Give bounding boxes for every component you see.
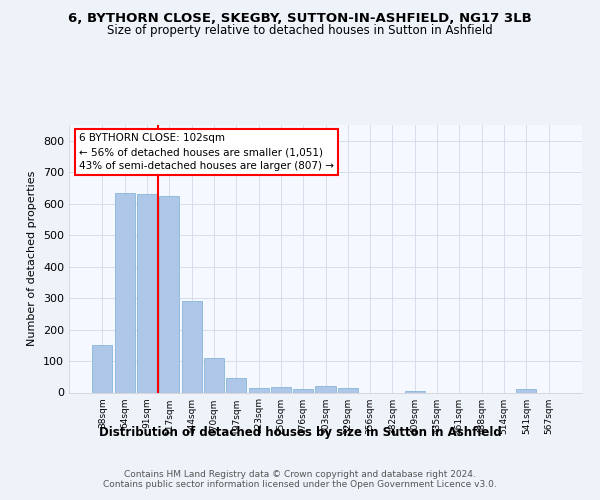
Text: Contains HM Land Registry data © Crown copyright and database right 2024.
Contai: Contains HM Land Registry data © Crown c… [103, 470, 497, 490]
Text: 6, BYTHORN CLOSE, SKEGBY, SUTTON-IN-ASHFIELD, NG17 3LB: 6, BYTHORN CLOSE, SKEGBY, SUTTON-IN-ASHF… [68, 12, 532, 26]
Bar [271, 387, 291, 392]
Bar [115, 192, 135, 392]
Bar [293, 390, 313, 392]
Bar [182, 301, 202, 392]
Bar [137, 194, 157, 392]
Bar [226, 378, 246, 392]
Bar [316, 386, 335, 392]
Bar [159, 196, 179, 392]
Text: 6 BYTHORN CLOSE: 102sqm
← 56% of detached houses are smaller (1,051)
43% of semi: 6 BYTHORN CLOSE: 102sqm ← 56% of detache… [79, 133, 334, 171]
Bar [338, 388, 358, 392]
Y-axis label: Number of detached properties: Number of detached properties [28, 171, 37, 346]
Bar [516, 388, 536, 392]
Text: Distribution of detached houses by size in Sutton in Ashfield: Distribution of detached houses by size … [98, 426, 502, 439]
Bar [204, 358, 224, 392]
Bar [248, 388, 269, 392]
Text: Size of property relative to detached houses in Sutton in Ashfield: Size of property relative to detached ho… [107, 24, 493, 37]
Bar [405, 391, 425, 392]
Bar [92, 346, 112, 393]
